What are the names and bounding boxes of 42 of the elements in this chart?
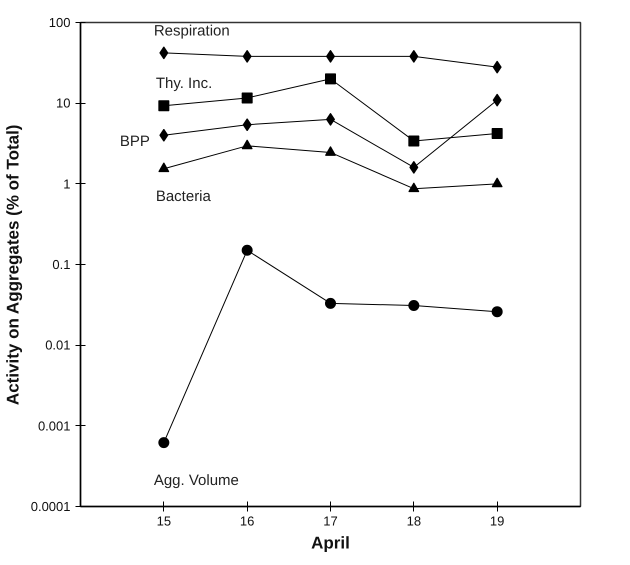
y-tick-label: 100 <box>48 15 71 30</box>
y-tick-label: 0.001 <box>38 418 71 434</box>
point <box>159 128 168 142</box>
point <box>492 60 502 74</box>
point <box>325 298 336 309</box>
point <box>325 73 336 84</box>
x-axis-title: April <box>311 534 350 552</box>
point <box>242 92 253 104</box>
point <box>158 100 170 112</box>
point <box>492 94 502 107</box>
series-label: Bacteria <box>156 188 212 206</box>
x-tick-label: 18 <box>406 514 422 528</box>
y-axis-title: Activity on Aggregates (% of Total) <box>4 124 23 406</box>
y-tick-label: 0.1 <box>52 257 71 272</box>
series-label: Thy. Inc. <box>156 75 212 92</box>
series-label: BPP <box>120 132 150 150</box>
point <box>408 135 420 146</box>
point <box>408 300 420 312</box>
point <box>409 50 418 63</box>
y-tick-label: 1 <box>63 176 71 192</box>
y-tick-label: 0.0001 <box>30 499 71 514</box>
series-label: Respiration <box>154 22 230 40</box>
point <box>159 46 168 60</box>
point <box>409 160 418 174</box>
point <box>242 50 252 63</box>
point <box>158 437 170 448</box>
x-tick-label: 16 <box>240 514 254 528</box>
x-tick-label: 17 <box>323 514 338 528</box>
point <box>492 128 503 140</box>
point <box>242 244 253 256</box>
point <box>492 178 503 188</box>
point <box>242 140 253 150</box>
x-tick-label: 15 <box>156 514 172 528</box>
series-label: Agg. Volume <box>154 472 239 490</box>
x-tick-label: 19 <box>490 514 504 528</box>
point <box>158 162 170 172</box>
point <box>242 118 252 132</box>
point <box>325 146 336 156</box>
point <box>492 306 503 318</box>
y-tick-label: 0.01 <box>45 338 71 353</box>
y-tick-label: 10 <box>56 96 71 111</box>
point <box>408 182 420 192</box>
